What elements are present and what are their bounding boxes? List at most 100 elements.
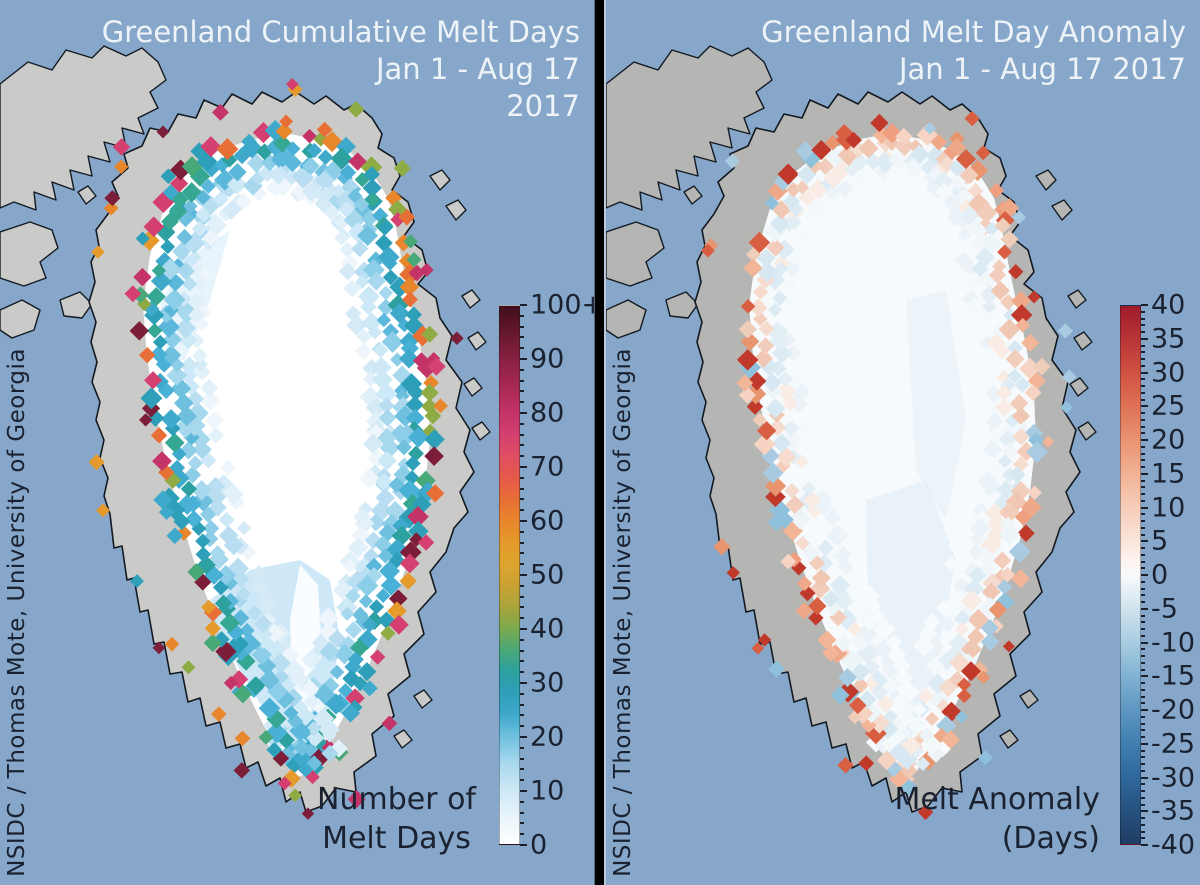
colorbar-tick-label: 35 <box>1151 323 1186 355</box>
map-shape <box>59 291 93 319</box>
melt-pixel <box>780 553 797 570</box>
melt-pixel <box>238 632 261 655</box>
melt-pixel <box>205 411 224 430</box>
melt-pixel <box>342 558 357 574</box>
melt-pixel <box>152 334 168 350</box>
colorbar-minor-tick <box>1141 695 1145 698</box>
melt-pixel <box>380 574 402 596</box>
melt-pixel <box>407 427 429 448</box>
melt-pixel <box>1005 491 1027 513</box>
melt-pixel <box>203 633 222 653</box>
colorbar-minor-tick <box>1141 459 1145 462</box>
melt-pixel <box>405 306 422 323</box>
colorbar-melt-anomaly: 40 35 30 25 20 15 10 5 0 -5 -10 -15 -20 -25 -30 -35 -40 <box>1120 290 1195 861</box>
caption-line: Melt Anomaly <box>894 781 1100 817</box>
map-shape <box>461 289 481 309</box>
melt-pixel <box>771 290 788 306</box>
melt-pixel <box>894 136 915 157</box>
melt-pixel <box>277 776 292 791</box>
colorbar-minor-tick <box>520 714 524 717</box>
colorbar-caption-anomaly: Melt Anomaly (Days) <box>894 780 1100 859</box>
melt-pixel <box>850 553 866 568</box>
melt-pixel <box>271 152 287 168</box>
melt-pixel <box>334 215 349 230</box>
melt-pixel <box>182 276 198 292</box>
colorbar-major-tick <box>520 304 527 306</box>
melt-pixel <box>926 744 945 763</box>
melt-pixel <box>995 398 1014 417</box>
melt-pixel <box>960 638 982 660</box>
melt-pixel <box>757 633 772 647</box>
melt-pixel <box>283 153 302 173</box>
melt-pixel <box>1000 230 1019 249</box>
melt-pixel <box>1033 357 1051 376</box>
map-shape <box>1019 689 1039 709</box>
melt-pixel <box>292 748 312 768</box>
melt-pixel <box>993 342 1011 359</box>
melt-pixel <box>939 615 956 633</box>
melt-pixel <box>200 378 219 398</box>
melt-pixel <box>801 543 820 562</box>
melt-pixel <box>849 696 867 715</box>
melt-pixel <box>369 649 386 665</box>
colorbar-minor-tick <box>520 779 524 782</box>
melt-pixel <box>789 507 812 530</box>
colorbar-minor-tick <box>1141 722 1145 725</box>
melt-pixel <box>213 631 230 648</box>
melt-pixel <box>1027 290 1041 304</box>
melt-pixel <box>948 671 966 689</box>
map-shape <box>606 221 665 287</box>
melt-pixel <box>389 276 411 298</box>
melt-pixel <box>152 641 166 655</box>
melt-pixel <box>957 198 977 218</box>
colorbar-minor-tick <box>520 768 524 771</box>
colorbar-tick-label: 20 <box>530 721 565 753</box>
caption-line: (Days) <box>1001 821 1100 857</box>
colorbar-minor-tick <box>1141 823 1145 826</box>
melt-pixel <box>917 688 934 705</box>
melt-pixel <box>964 340 982 357</box>
melt-pixel <box>968 566 987 585</box>
melt-pixel <box>318 718 340 741</box>
colorbar-minor-tick <box>520 347 524 350</box>
melt-pixel <box>386 538 409 561</box>
colorbar-minor-tick <box>520 800 524 803</box>
panel-cumulative-melt-days: Greenland Cumulative Melt Days Jan 1 - A… <box>0 0 594 885</box>
melt-pixel <box>179 356 199 376</box>
melt-pixel <box>990 281 1010 301</box>
melt-pixel <box>912 634 935 657</box>
melt-pixel <box>365 557 383 575</box>
melt-pixel <box>181 660 196 675</box>
melt-pixel <box>847 621 862 637</box>
colorbar-tick-label: -25 <box>1151 728 1196 760</box>
colorbar-major-tick <box>520 736 527 738</box>
colorbar-minor-tick <box>1141 310 1145 313</box>
melt-pixel <box>147 322 163 339</box>
melt-pixel <box>977 750 993 766</box>
melt-pixel <box>204 620 221 637</box>
melt-pixel <box>150 427 168 444</box>
melt-pixel <box>195 189 211 205</box>
colorbar-minor-tick <box>1141 682 1145 684</box>
melt-pixel <box>249 564 268 583</box>
melt-pixel <box>997 453 1013 469</box>
melt-pixel <box>743 258 763 278</box>
melt-pixel <box>325 693 347 715</box>
melt-pixel <box>215 564 237 586</box>
colorbar-minor-tick <box>1141 513 1145 516</box>
colorbar-minor-tick <box>520 336 524 339</box>
colorbar-minor-tick <box>1141 837 1145 840</box>
melt-pixel <box>153 490 173 510</box>
melt-pixel <box>923 122 937 135</box>
colorbar-major-tick <box>1141 304 1148 306</box>
melt-pixel <box>916 173 933 190</box>
colorbar-major-tick <box>1141 776 1148 779</box>
colorbar-major-tick <box>520 844 527 846</box>
melt-pixel <box>164 420 181 437</box>
melt-pixel <box>884 678 900 694</box>
melt-pixel <box>160 239 176 255</box>
colorbar-minor-tick <box>520 541 524 544</box>
melt-pixel <box>164 636 180 652</box>
colorbar-minor-tick <box>520 433 524 436</box>
colorbar-major-tick <box>520 358 527 360</box>
